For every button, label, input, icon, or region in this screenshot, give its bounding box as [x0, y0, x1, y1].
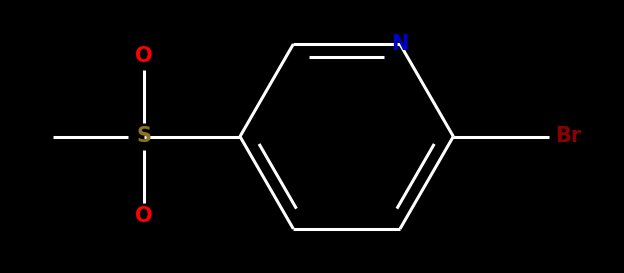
Text: N: N — [391, 34, 409, 54]
Text: S: S — [137, 126, 152, 147]
Text: Br: Br — [555, 126, 581, 147]
Text: O: O — [135, 206, 153, 227]
Text: O: O — [135, 46, 153, 67]
